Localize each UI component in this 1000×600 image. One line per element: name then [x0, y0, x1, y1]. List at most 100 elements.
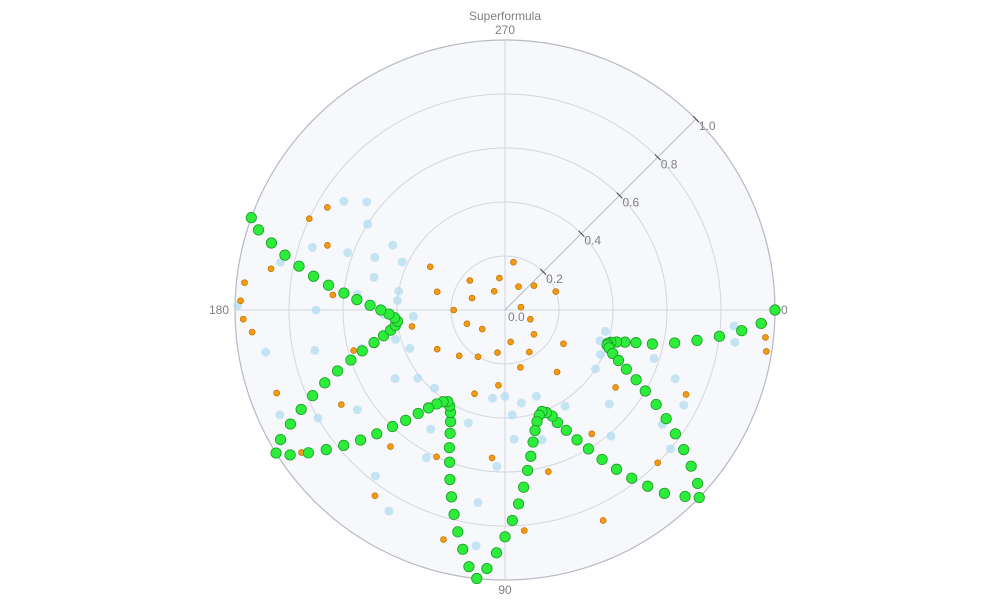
data-point — [463, 561, 475, 573]
data-point — [331, 365, 344, 377]
data-point — [600, 326, 610, 336]
radial-tick-label: 1.0 — [699, 119, 716, 133]
radial-tick-label: 0.4 — [584, 234, 601, 248]
data-point — [275, 410, 285, 420]
data-point — [351, 294, 363, 306]
data-point — [369, 272, 379, 282]
data-point — [560, 401, 570, 411]
data-point — [488, 454, 496, 462]
data-point — [444, 427, 456, 439]
data-point — [507, 410, 517, 420]
data-point — [769, 304, 781, 316]
data-point — [685, 460, 697, 472]
data-point — [371, 428, 383, 440]
chart-title: Superformula — [469, 9, 541, 23]
data-point — [413, 373, 423, 383]
data-point — [729, 321, 739, 331]
data-point — [660, 413, 672, 425]
series-green-large-circles — [245, 212, 781, 585]
data-point — [440, 536, 447, 543]
data-point — [595, 350, 605, 359]
data-point — [490, 547, 503, 559]
data-point — [323, 204, 331, 211]
data-point — [463, 320, 471, 328]
data-point — [525, 348, 533, 356]
radial-tick-label: 0.0 — [508, 310, 525, 324]
data-point — [322, 279, 335, 291]
radial-tick-mark — [616, 192, 623, 199]
data-point — [239, 315, 247, 323]
data-point — [237, 297, 244, 305]
data-point — [512, 498, 525, 510]
data-marks — [233, 196, 781, 585]
data-point — [730, 337, 740, 347]
data-point — [384, 506, 394, 516]
data-point — [279, 249, 291, 261]
angular-tick-label: 90 — [498, 583, 512, 597]
data-point — [305, 215, 313, 223]
data-point — [639, 385, 651, 397]
data-point — [310, 345, 320, 355]
data-point — [481, 562, 493, 575]
data-point — [295, 403, 307, 416]
data-point — [426, 263, 434, 271]
data-point — [293, 260, 305, 272]
data-point — [658, 487, 671, 499]
data-point — [270, 447, 282, 459]
data-point — [319, 377, 331, 389]
data-point — [762, 334, 769, 341]
data-point — [530, 282, 538, 290]
data-point — [463, 418, 473, 428]
data-point — [560, 424, 572, 436]
data-point — [553, 368, 561, 376]
data-point — [445, 491, 458, 503]
data-point — [267, 265, 275, 273]
data-point — [521, 464, 534, 477]
angular-tick-label: 180 — [209, 303, 229, 317]
data-point — [529, 424, 541, 437]
data-point — [496, 274, 503, 282]
data-point — [307, 242, 317, 252]
data-point — [444, 473, 456, 486]
data-point — [405, 343, 415, 353]
axis-ticks: 0.0 0.2 0.4 0.6 0.8 1.0 0 90 180 270 — [209, 23, 788, 597]
data-point — [392, 296, 402, 306]
data-point — [510, 258, 517, 266]
data-point — [642, 480, 654, 492]
data-point — [307, 390, 319, 402]
data-point — [494, 349, 501, 356]
data-point — [422, 402, 435, 414]
data-point — [261, 347, 271, 357]
data-point — [630, 374, 642, 386]
data-point — [610, 463, 623, 475]
data-point — [412, 407, 424, 420]
data-point — [426, 424, 436, 434]
radial-tick-label: 0.2 — [546, 272, 563, 286]
data-point — [433, 288, 441, 296]
data-point — [466, 277, 474, 284]
data-point — [362, 197, 372, 207]
data-point — [669, 428, 681, 440]
data-point — [387, 443, 394, 450]
data-point — [560, 340, 567, 348]
data-point — [252, 224, 265, 236]
data-point — [370, 252, 380, 262]
data-point — [274, 433, 287, 446]
data-point — [495, 382, 502, 389]
data-point — [241, 279, 248, 286]
data-point — [606, 431, 616, 441]
data-point — [430, 383, 440, 393]
radial-tick-mark — [692, 115, 700, 123]
angular-tick-label: 0 — [781, 303, 788, 317]
data-point — [375, 304, 387, 316]
data-point — [284, 418, 297, 430]
data-point — [388, 240, 398, 250]
data-point — [682, 391, 690, 398]
data-point — [386, 420, 399, 433]
data-point — [468, 294, 476, 302]
data-point — [471, 541, 481, 551]
data-point — [591, 364, 601, 374]
data-point — [397, 257, 407, 267]
data-point — [433, 345, 441, 353]
data-point — [448, 508, 460, 520]
